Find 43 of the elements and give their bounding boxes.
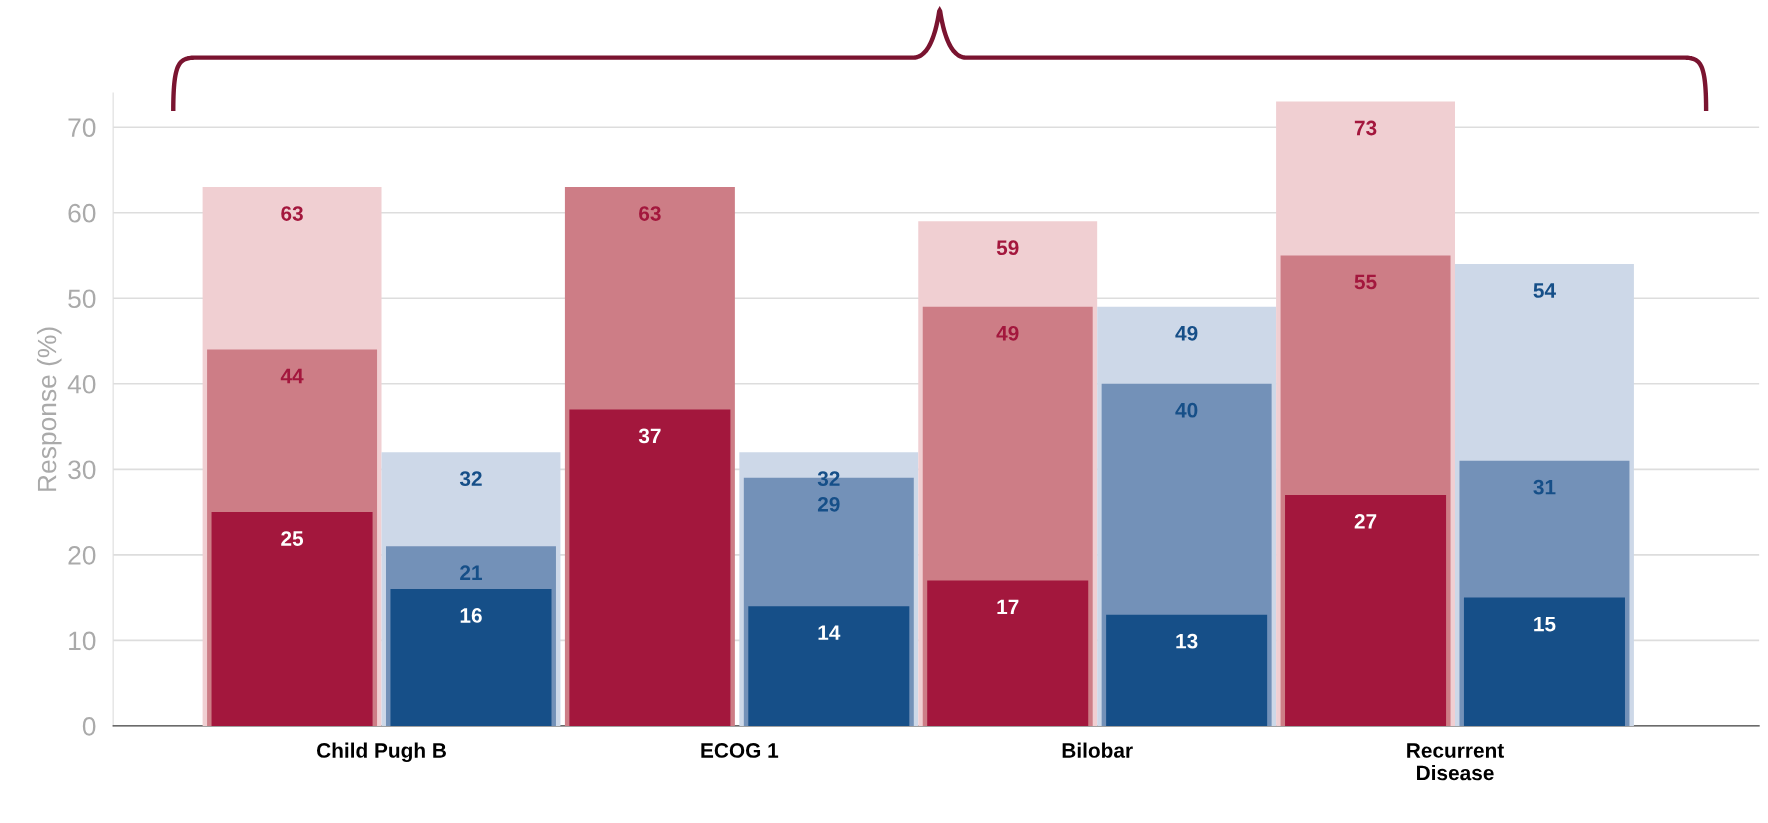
y-tick-label: 50 <box>68 289 96 309</box>
data-label: 44 <box>280 368 304 384</box>
x-tick-label: Bilobar <box>1062 742 1133 758</box>
y-tick-label: 70 <box>68 118 96 138</box>
data-label: 49 <box>1175 325 1198 341</box>
bar <box>569 409 731 726</box>
bar <box>390 589 552 726</box>
data-label: 73 <box>1354 120 1377 136</box>
data-label: 55 <box>1354 274 1377 290</box>
y-tick-label: 10 <box>69 631 96 651</box>
bar <box>211 512 373 726</box>
data-label: 40 <box>1175 402 1198 418</box>
bar <box>927 580 1089 726</box>
data-label: 37 <box>638 428 661 444</box>
data-label: 25 <box>281 531 304 546</box>
x-tick-label: ECOG 1 <box>701 743 779 758</box>
y-tick-label: 0 <box>82 717 96 736</box>
data-label: 59 <box>996 240 1019 256</box>
data-label: 14 <box>818 625 841 640</box>
data-label: 13 <box>1176 633 1198 649</box>
data-label: 63 <box>639 206 661 221</box>
bar <box>1106 614 1268 726</box>
y-axis-title: Response (%) <box>36 327 62 491</box>
bar <box>748 606 910 726</box>
data-label: 21 <box>460 565 482 580</box>
data-label: 49 <box>996 325 1019 341</box>
data-label: 17 <box>997 599 1019 615</box>
data-label: 63 <box>281 206 303 221</box>
x-tick-label: Child Pugh B <box>317 742 446 763</box>
y-tick-label: 40 <box>67 374 96 394</box>
x-tick-label: Recurrent Disease <box>1407 743 1504 781</box>
y-tick-label: 30 <box>68 460 96 480</box>
bar <box>1285 494 1447 726</box>
data-label: 32 <box>459 471 482 487</box>
data-label: 27 <box>1354 514 1377 529</box>
y-tick-label: 60 <box>68 203 96 223</box>
data-label: 29 <box>817 496 840 512</box>
data-label: 31 <box>1533 479 1556 495</box>
data-label: 15 <box>1534 616 1556 632</box>
data-label: 54 <box>1533 283 1556 298</box>
bar <box>1463 597 1625 726</box>
y-tick-label: 20 <box>68 545 96 565</box>
data-label: 16 <box>460 608 482 623</box>
